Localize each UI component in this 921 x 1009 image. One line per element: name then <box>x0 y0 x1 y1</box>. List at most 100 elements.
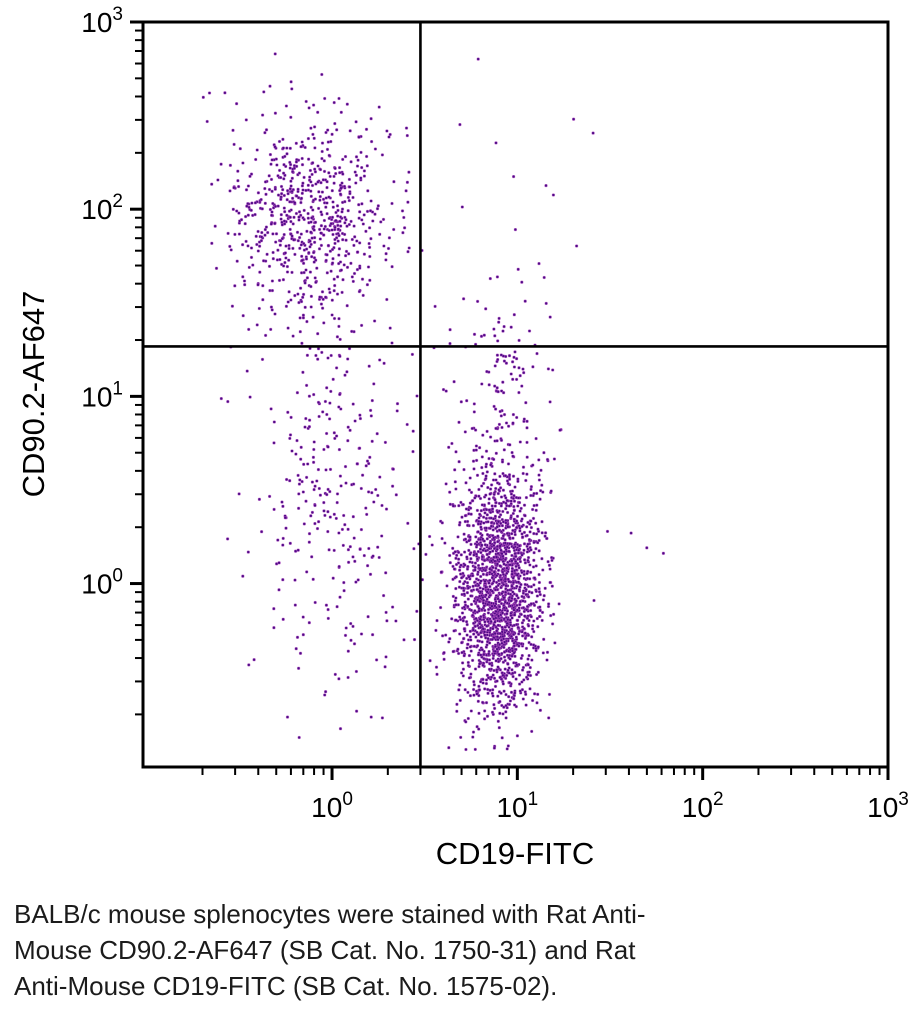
event-dot <box>495 544 500 549</box>
event-dot <box>493 472 497 476</box>
event-dot <box>460 205 464 209</box>
event-dot <box>488 567 492 571</box>
event-dot <box>365 209 370 214</box>
event-dot <box>517 673 522 677</box>
event-dot <box>433 304 437 309</box>
event-dot <box>313 146 317 150</box>
event-dot <box>522 626 526 631</box>
event-dot <box>311 250 316 255</box>
event-dot <box>526 558 530 563</box>
event-dot <box>295 635 300 639</box>
event-dot <box>542 594 546 598</box>
event-dot <box>484 526 488 530</box>
event-dot <box>324 468 328 472</box>
event-dot <box>316 400 321 405</box>
event-dot <box>512 499 517 503</box>
event-dot <box>440 536 444 541</box>
event-dot <box>524 608 529 612</box>
event-dot <box>370 633 375 637</box>
event-dot <box>325 271 329 275</box>
event-dot <box>460 650 464 655</box>
event-dot <box>311 460 316 464</box>
event-dot <box>484 516 489 521</box>
event-dot <box>510 654 514 658</box>
event-dot <box>311 208 315 212</box>
event-dot <box>377 555 381 560</box>
event-dot <box>497 652 501 656</box>
event-dot <box>466 716 470 721</box>
event-dot <box>273 204 278 209</box>
event-dot <box>486 607 491 612</box>
event-dot <box>535 491 539 496</box>
event-dot <box>285 270 290 274</box>
event-dot <box>298 316 302 320</box>
event-dot <box>444 389 448 393</box>
event-dot <box>357 135 361 139</box>
event-dot <box>353 170 357 174</box>
event-dot <box>526 633 531 637</box>
event-dot <box>267 174 271 178</box>
x-tick-label: 102 <box>682 789 724 823</box>
event-dot <box>522 678 526 682</box>
event-dot <box>306 157 311 161</box>
event-dot <box>513 654 517 658</box>
event-dot <box>285 152 289 156</box>
event-dot <box>492 617 496 621</box>
event-dot <box>343 523 347 527</box>
event-dot <box>482 558 487 563</box>
event-dot <box>268 84 272 88</box>
event-dot <box>293 578 297 582</box>
event-dot <box>312 392 316 397</box>
event-dot <box>503 557 508 562</box>
event-dot <box>502 705 506 709</box>
event-dot <box>485 513 489 517</box>
event-dot <box>500 524 505 528</box>
event-dot <box>468 560 472 564</box>
event-dot <box>295 438 299 443</box>
event-dot <box>326 510 330 514</box>
event-dot <box>519 656 523 660</box>
event-dot <box>339 186 343 190</box>
event-dot <box>486 485 490 490</box>
event-dot <box>365 564 370 568</box>
event-dot <box>477 516 481 520</box>
event-dot <box>477 662 482 666</box>
event-dot <box>522 548 526 552</box>
event-dot <box>337 233 341 238</box>
event-dot <box>522 609 526 614</box>
event-dot <box>268 207 273 212</box>
event-dot <box>507 702 512 707</box>
event-dot <box>454 575 458 579</box>
event-dot <box>531 643 536 647</box>
event-dot <box>340 210 344 214</box>
event-dot <box>317 486 321 491</box>
event-dot <box>301 313 306 317</box>
event-dot <box>290 176 294 180</box>
event-dot <box>483 568 487 573</box>
event-dot <box>344 626 348 630</box>
event-dot <box>322 169 327 174</box>
event-dot <box>457 568 462 572</box>
event-dot <box>485 470 489 474</box>
event-dot <box>338 354 342 358</box>
event-dot <box>228 163 233 167</box>
event-dot <box>284 256 288 260</box>
event-dot <box>381 593 386 598</box>
event-dot <box>387 135 391 139</box>
event-dot <box>307 532 312 536</box>
event-dot <box>339 224 343 228</box>
event-dot <box>320 72 324 77</box>
event-dot <box>286 410 290 414</box>
event-dot <box>459 500 463 505</box>
event-dot <box>540 520 544 524</box>
event-dot <box>475 543 479 547</box>
event-dot <box>487 667 492 671</box>
event-dot <box>486 628 490 632</box>
event-dot <box>471 459 476 463</box>
event-dot <box>514 647 518 652</box>
event-dot <box>494 659 498 663</box>
event-dot <box>529 519 533 523</box>
event-dot <box>510 646 514 651</box>
event-dot <box>367 245 372 250</box>
event-dot <box>349 160 353 164</box>
